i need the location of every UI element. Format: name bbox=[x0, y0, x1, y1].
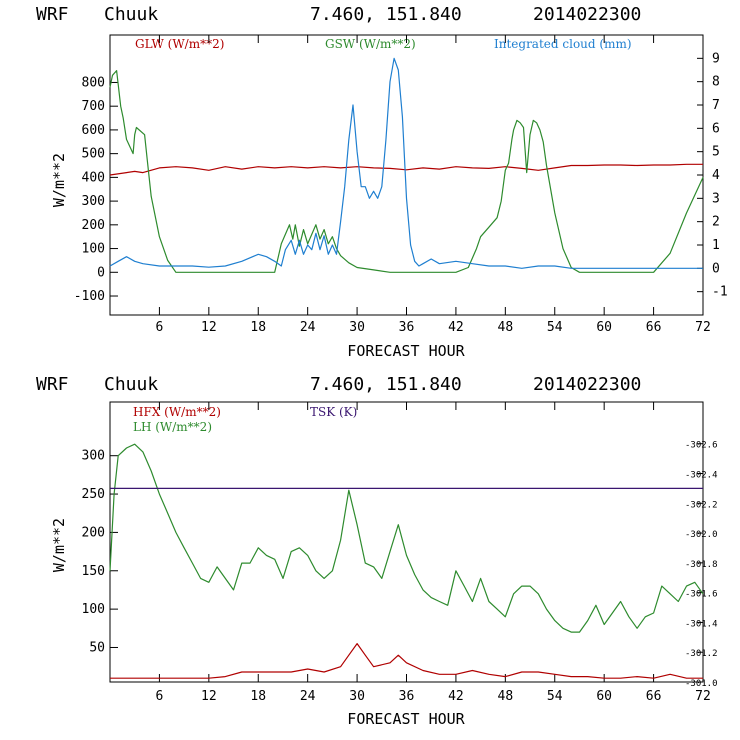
y-tick-label: 800 bbox=[82, 75, 105, 90]
x-tick-label: 72 bbox=[695, 689, 711, 704]
series-line-hfx bbox=[110, 642, 703, 679]
y2-tick-label: -302.2 bbox=[685, 500, 718, 510]
y2-tick-label: -1 bbox=[712, 285, 728, 300]
header-coords: 7.460, 151.840 bbox=[310, 4, 462, 25]
x-tick-label: 54 bbox=[547, 689, 563, 704]
radiation-cloud-panel: WRF Chuuk 7.460, 151.840 2014022300 GLW … bbox=[36, 4, 728, 360]
y-tick-label: 50 bbox=[89, 640, 105, 655]
y-tick-label: 100 bbox=[82, 602, 105, 617]
y2-tick-label: 3 bbox=[712, 191, 720, 206]
x-tick-label: 72 bbox=[695, 320, 711, 335]
header-date: 2014022300 bbox=[533, 4, 641, 25]
header-date: 2014022300 bbox=[533, 374, 641, 395]
x-tick-label: 36 bbox=[399, 689, 415, 704]
x-tick-label: 6 bbox=[156, 320, 164, 335]
header-coords: 7.460, 151.840 bbox=[310, 374, 462, 395]
x-tick-label: 48 bbox=[498, 689, 514, 704]
x-tick-label: 18 bbox=[250, 320, 266, 335]
x-tick-label: 18 bbox=[250, 689, 266, 704]
y2-tick-label: -302.4 bbox=[685, 470, 718, 480]
legend-hfx: HFX (W/m**2) bbox=[133, 405, 221, 419]
plot-frame bbox=[109, 401, 704, 683]
plot-frame bbox=[109, 34, 704, 316]
series-line-glw bbox=[109, 163, 703, 176]
x-tick-label: 66 bbox=[646, 320, 662, 335]
x-tick-label: 30 bbox=[349, 320, 365, 335]
x-tick-label: 36 bbox=[399, 320, 415, 335]
x-tick-label: 66 bbox=[646, 689, 662, 704]
y-tick-label: 200 bbox=[82, 218, 105, 233]
y2-tick-label: 5 bbox=[712, 145, 720, 160]
y2-tick-label: -301.0 bbox=[685, 679, 718, 689]
y-axis-label: W/m**2 bbox=[50, 518, 68, 572]
y-axis-label: W/m**2 bbox=[50, 153, 68, 207]
y-tick-label: 150 bbox=[82, 564, 105, 579]
y2-tick-label: -302.6 bbox=[685, 441, 718, 451]
y2-tick-label: 7 bbox=[712, 98, 720, 113]
series-line-integrated bbox=[109, 57, 703, 269]
y-tick-label: 400 bbox=[82, 170, 105, 185]
y-tick-label: 200 bbox=[82, 525, 105, 540]
x-tick-label: 12 bbox=[201, 689, 217, 704]
y2-tick-label: -301.6 bbox=[685, 590, 718, 600]
header-model: WRF bbox=[36, 4, 69, 25]
y-tick-label: 250 bbox=[82, 487, 105, 502]
y2-tick-label: 0 bbox=[712, 261, 720, 276]
y2-tick-label: -302.0 bbox=[685, 530, 718, 540]
x-tick-label: 24 bbox=[300, 320, 316, 335]
y2-tick-label: -301.2 bbox=[685, 649, 718, 659]
x-tick-label: 6 bbox=[156, 689, 164, 704]
y2-tick-label: -301.4 bbox=[685, 619, 718, 629]
y2-tick-label: 4 bbox=[712, 168, 720, 183]
x-axis-label: FORECAST HOUR bbox=[347, 710, 465, 728]
y-tick-label: -100 bbox=[74, 289, 105, 304]
legend-gsw: GSW (W/m**2) bbox=[325, 37, 416, 51]
y-tick-label: 100 bbox=[82, 242, 105, 257]
x-tick-label: 60 bbox=[596, 689, 612, 704]
legend-glw: GLW (W/m**2) bbox=[135, 37, 224, 51]
x-axis-label: FORECAST HOUR bbox=[347, 342, 465, 360]
y-tick-label: 300 bbox=[82, 449, 105, 464]
x-tick-label: 48 bbox=[498, 320, 514, 335]
y2-tick-label: 1 bbox=[712, 238, 720, 253]
legend-cloud: Integrated cloud (mm) bbox=[494, 37, 632, 51]
header-station: Chuuk bbox=[104, 4, 158, 25]
x-tick-label: 24 bbox=[300, 689, 316, 704]
y2-tick-label: 6 bbox=[712, 121, 720, 136]
y2-tick-label: 8 bbox=[712, 75, 720, 90]
y2-tick-label: 2 bbox=[712, 215, 720, 230]
legend-lh: LH (W/m**2) bbox=[133, 420, 212, 434]
x-tick-label: 54 bbox=[547, 320, 563, 335]
x-tick-label: 12 bbox=[201, 320, 217, 335]
x-tick-label: 42 bbox=[448, 689, 464, 704]
header-model: WRF bbox=[36, 374, 69, 395]
x-tick-label: 30 bbox=[349, 689, 365, 704]
y2-tick-label: -301.8 bbox=[685, 560, 718, 570]
x-tick-label: 42 bbox=[448, 320, 464, 335]
heat-flux-panel: WRF Chuuk 7.460, 151.840 2014022300 HFX … bbox=[36, 374, 718, 728]
legend-tsk: TSK (K) bbox=[310, 405, 357, 419]
y-tick-label: 500 bbox=[82, 147, 105, 162]
series-line-lh bbox=[109, 443, 704, 633]
y-tick-label: 0 bbox=[97, 265, 105, 280]
y-tick-label: 300 bbox=[82, 194, 105, 209]
x-tick-label: 60 bbox=[596, 320, 612, 335]
header-station: Chuuk bbox=[104, 374, 158, 395]
series-line-gsw bbox=[109, 69, 704, 273]
y2-tick-label: 9 bbox=[712, 51, 720, 66]
y-tick-label: 600 bbox=[82, 123, 105, 138]
y-tick-label: 700 bbox=[82, 99, 105, 114]
